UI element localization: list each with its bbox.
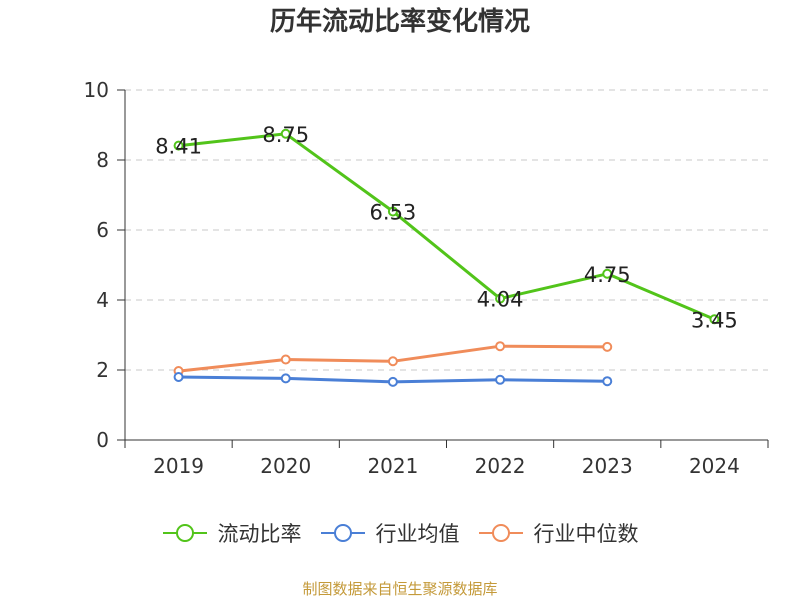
point-0-2021 — [387, 206, 398, 217]
legend-label-current-ratio: 流动比率 — [217, 522, 302, 546]
point-2-2021 — [387, 356, 398, 367]
point-0-2020 — [280, 128, 291, 139]
point-1-2020 — [280, 373, 291, 384]
point-1-2023 — [602, 376, 613, 387]
legend-item-industry-median[interactable]: 行业中位数 — [478, 518, 639, 548]
point-0-2023 — [602, 268, 613, 279]
legend: 流动比率 行业均值 行业中位数 — [0, 518, 800, 548]
data-label-2019: 8.41 — [155, 135, 202, 159]
point-2-2022 — [495, 341, 506, 352]
series-line-0 — [178, 132, 715, 321]
data-label-2024: 3.45 — [691, 308, 738, 332]
x-tick-label-2020: 2020 — [260, 454, 311, 478]
data-label-2023: 4.75 — [584, 263, 631, 287]
legend-marker-industry-median — [478, 524, 523, 542]
legend-item-industry-mean[interactable]: 行业均值 — [320, 518, 460, 548]
data-label-2021: 6.53 — [370, 200, 417, 224]
data-label-2022: 4.04 — [477, 288, 524, 312]
legend-marker-industry-mean — [320, 524, 365, 542]
point-2-2020 — [280, 354, 291, 365]
y-tick-label-10: 10 — [84, 78, 109, 102]
line-chart: 0 2 4 6 8 10 2019 2020 2021 2022 2023 2024 8.41 8.75… — [84, 78, 769, 478]
data-label-2020: 8.75 — [262, 123, 309, 147]
x-tick-label-2019: 2019 — [153, 454, 204, 478]
point-1-2021 — [387, 376, 398, 387]
point-1-2022 — [495, 374, 506, 385]
point-0-2022 — [495, 293, 506, 304]
legend-marker-current-ratio — [162, 524, 207, 542]
series-lines — [173, 128, 720, 387]
y-tick-label-0: 0 — [96, 428, 109, 452]
data-labels: 8.41 8.75 6.53 4.04 4.75 3.45 — [155, 123, 738, 333]
x-tick-label-2021: 2021 — [367, 454, 418, 478]
x-tick-label-2024: 2024 — [689, 454, 740, 478]
x-tick-label-2023: 2023 — [582, 454, 633, 478]
y-tick-label-8: 8 — [96, 148, 109, 172]
legend-item-current-ratio[interactable]: 流动比率 — [162, 518, 302, 548]
legend-label-industry-median: 行业中位数 — [533, 522, 639, 546]
chart-title: 历年流动比率变化情况 — [269, 7, 530, 37]
point-1-2019 — [173, 372, 184, 382]
y-tick-label-6: 6 — [96, 218, 109, 242]
point-2-2023 — [602, 341, 613, 352]
point-0-2024 — [709, 314, 720, 325]
x-tick-label-2022: 2022 — [475, 454, 526, 478]
legend-label-industry-mean: 行业均值 — [375, 522, 460, 546]
grid-lines — [125, 89, 768, 371]
y-tick-label-2: 2 — [96, 358, 109, 382]
axes: 0 2 4 6 8 10 2019 2020 2021 2022 2023 2024 — [84, 78, 769, 478]
y-tick-label-4: 4 — [96, 288, 109, 312]
data-source-note: 制图数据来自恒生聚源数据库 — [302, 580, 498, 598]
point-0-2019 — [173, 140, 184, 151]
